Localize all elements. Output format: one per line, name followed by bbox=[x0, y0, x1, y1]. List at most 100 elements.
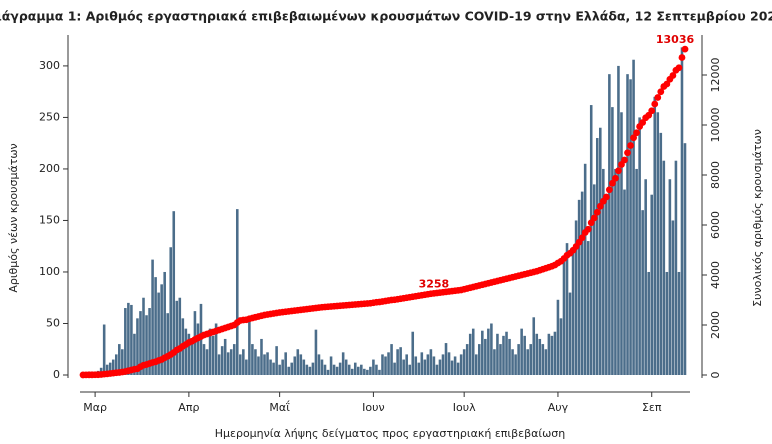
bar bbox=[245, 359, 248, 375]
x-tick-label: Ιουν bbox=[362, 401, 384, 414]
bar bbox=[532, 317, 536, 375]
bar bbox=[190, 338, 194, 375]
bar bbox=[490, 323, 493, 375]
bar bbox=[160, 284, 163, 375]
bar bbox=[223, 338, 227, 375]
bar bbox=[239, 354, 242, 375]
cumulative-point bbox=[605, 186, 613, 194]
bar bbox=[447, 352, 451, 375]
bar bbox=[145, 315, 148, 375]
y2-tick-label: 2000 bbox=[709, 311, 722, 339]
cumulative-point bbox=[654, 94, 662, 101]
bar bbox=[474, 354, 478, 375]
bar bbox=[329, 356, 333, 375]
cumulative-point bbox=[630, 134, 637, 142]
bar bbox=[169, 247, 173, 375]
bar bbox=[363, 368, 366, 375]
bar bbox=[617, 65, 620, 375]
bar bbox=[114, 354, 118, 375]
bar bbox=[592, 184, 596, 375]
bar bbox=[580, 191, 584, 375]
bar bbox=[644, 179, 647, 375]
bar bbox=[175, 300, 179, 375]
bar bbox=[562, 261, 566, 375]
bar bbox=[453, 356, 457, 375]
bar bbox=[275, 346, 278, 375]
bar bbox=[384, 356, 387, 375]
bar bbox=[605, 199, 608, 375]
bar bbox=[323, 364, 327, 375]
bar bbox=[305, 364, 309, 375]
bar bbox=[465, 344, 469, 375]
bar bbox=[357, 366, 360, 375]
bar bbox=[396, 349, 399, 375]
bar bbox=[417, 362, 421, 375]
bar bbox=[372, 359, 375, 375]
bar bbox=[154, 277, 157, 375]
bar bbox=[139, 311, 142, 375]
bar bbox=[296, 349, 300, 375]
bar bbox=[387, 352, 390, 375]
bar bbox=[302, 359, 306, 375]
bar bbox=[623, 189, 626, 375]
bar bbox=[311, 362, 315, 375]
bar bbox=[166, 313, 169, 375]
y2-tick-label: 4000 bbox=[709, 261, 722, 289]
bar bbox=[405, 354, 408, 375]
bar bbox=[517, 344, 520, 375]
bar bbox=[214, 323, 218, 375]
bar bbox=[653, 96, 657, 376]
bar bbox=[611, 107, 614, 375]
bar bbox=[493, 349, 496, 375]
bar bbox=[378, 369, 381, 375]
bar bbox=[481, 330, 484, 375]
y2-tick-label: 6000 bbox=[709, 211, 722, 239]
bar bbox=[196, 323, 200, 375]
bar bbox=[208, 328, 212, 375]
bar bbox=[232, 344, 236, 375]
cumulative-point bbox=[657, 88, 665, 96]
bar bbox=[556, 299, 560, 375]
cumulative-point bbox=[678, 54, 686, 61]
bar bbox=[102, 324, 106, 375]
bar bbox=[638, 117, 641, 375]
bar bbox=[559, 318, 563, 375]
bar bbox=[314, 329, 318, 375]
annotation: 13036 bbox=[656, 33, 695, 46]
bar bbox=[438, 359, 442, 375]
bar bbox=[589, 105, 593, 375]
x-tick-label: Αυγ bbox=[548, 401, 569, 414]
bar bbox=[157, 292, 160, 375]
bar bbox=[508, 338, 511, 375]
bar bbox=[496, 333, 499, 375]
bar bbox=[468, 333, 472, 375]
cumulative-point bbox=[578, 234, 586, 242]
bar bbox=[172, 211, 176, 375]
y2-tick-label: 10000 bbox=[709, 108, 722, 143]
cumulative-point bbox=[596, 202, 604, 210]
cumulative-point bbox=[608, 179, 616, 187]
bar bbox=[411, 331, 415, 375]
bar bbox=[184, 328, 188, 375]
y2-tick-label: 8000 bbox=[709, 161, 722, 189]
bar bbox=[399, 347, 402, 375]
bar bbox=[586, 241, 590, 375]
bar bbox=[574, 220, 578, 375]
bar bbox=[308, 366, 312, 375]
bar bbox=[408, 364, 411, 375]
x-tick-label: Σεπ bbox=[642, 401, 662, 414]
bar bbox=[599, 127, 602, 376]
bar bbox=[220, 346, 224, 375]
bar bbox=[535, 333, 539, 375]
bar bbox=[127, 302, 130, 375]
bar bbox=[595, 138, 599, 375]
bar bbox=[602, 168, 605, 375]
bar bbox=[444, 343, 448, 375]
bar bbox=[471, 328, 475, 375]
cumulative-point bbox=[648, 107, 656, 115]
cumulative-point bbox=[612, 174, 619, 182]
y-tick-label: 150 bbox=[39, 213, 60, 226]
cumulative-point bbox=[633, 129, 640, 137]
bar bbox=[251, 344, 254, 375]
